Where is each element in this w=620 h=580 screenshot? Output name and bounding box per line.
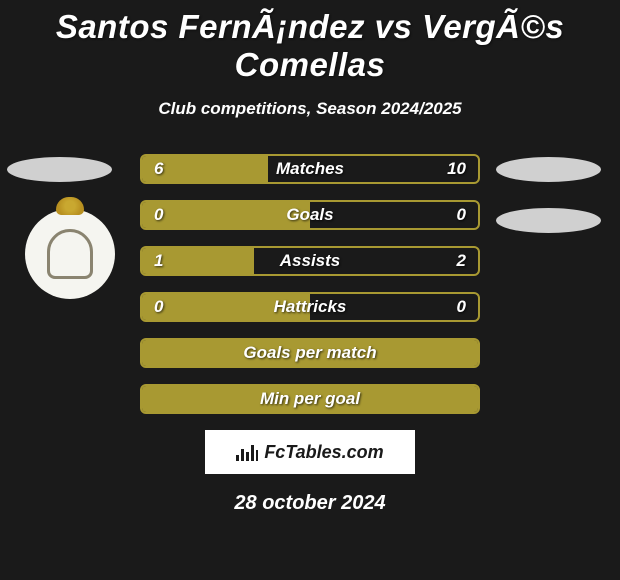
stat-label: Matches (276, 159, 344, 179)
stat-value-left: 0 (154, 297, 163, 317)
stat-bar: Assists 1 2 (140, 246, 480, 276)
club-badge-inner (47, 229, 93, 279)
stat-label: Hattricks (274, 297, 347, 317)
stat-rows: Matches610Goals00Assists12Hattricks00Goa… (140, 154, 480, 414)
comparison-content: Matches610Goals00Assists12Hattricks00Goa… (0, 154, 620, 414)
stat-value-left: 1 (154, 251, 163, 271)
stat-label: Goals per match (243, 343, 376, 363)
stat-row: Matches 6 10 (140, 154, 480, 184)
stat-value-right: 0 (457, 297, 466, 317)
club-badge (25, 209, 115, 299)
stat-row: Hattricks 0 0 (140, 292, 480, 322)
stat-label: Assists (280, 251, 340, 271)
stat-value-right: 10 (447, 159, 466, 179)
stat-row: Goals per match (140, 338, 480, 368)
stat-bar: Goals 0 0 (140, 200, 480, 230)
brand-text: FcTables.com (264, 442, 383, 463)
stat-bar: Matches 6 10 (140, 154, 480, 184)
brand-logo: FcTables.com (236, 442, 383, 463)
stat-bar: Min per goal (140, 384, 480, 414)
stat-label: Min per goal (260, 389, 360, 409)
stat-value-left: 6 (154, 159, 163, 179)
date-text: 28 october 2024 (0, 492, 620, 515)
page-title: Santos FernÃ¡ndez vs VergÃ©s Comellas (0, 0, 620, 84)
stat-bar: Hattricks 0 0 (140, 292, 480, 322)
stat-row: Goals 0 0 (140, 200, 480, 230)
stat-bar: Goals per match (140, 338, 480, 368)
stat-value-left: 0 (154, 205, 163, 225)
brand-box: FcTables.com (205, 430, 415, 474)
chart-icon (236, 443, 258, 461)
player-left-decoration (7, 157, 112, 182)
player-right-decoration-2 (496, 208, 601, 233)
page-subtitle: Club competitions, Season 2024/2025 (0, 99, 620, 119)
stat-value-right: 2 (457, 251, 466, 271)
stat-label: Goals (286, 205, 333, 225)
stat-value-right: 0 (457, 205, 466, 225)
bar-fill-left (142, 202, 310, 228)
player-right-decoration-1 (496, 157, 601, 182)
stat-row: Min per goal (140, 384, 480, 414)
stat-row: Assists 1 2 (140, 246, 480, 276)
